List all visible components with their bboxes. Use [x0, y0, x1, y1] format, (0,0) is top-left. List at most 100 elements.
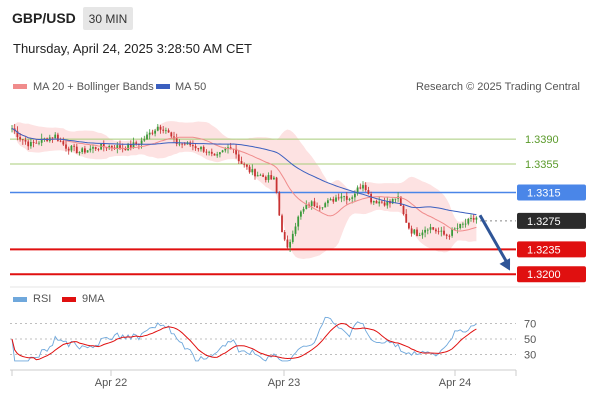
candle [181, 143, 183, 149]
candle [94, 146, 97, 151]
candle [202, 145, 205, 153]
candle [416, 227, 418, 237]
candle [192, 140, 194, 151]
candle [321, 207, 324, 210]
candle [237, 150, 240, 164]
x-tick-label-1: Apr 23 [268, 377, 300, 389]
candle [200, 146, 202, 152]
candle [410, 225, 413, 237]
candle [246, 164, 248, 170]
candle [421, 229, 424, 239]
candle [375, 199, 378, 204]
candle [197, 147, 200, 152]
chart-datetime: Thursday, April 24, 2025 3:28:50 AM CET [13, 41, 252, 56]
candle [84, 145, 86, 155]
candle [332, 196, 335, 204]
candle [162, 125, 165, 134]
level-label-4: 1.3235 [527, 244, 561, 256]
candle [89, 144, 92, 153]
candle [286, 235, 289, 250]
ma20-line [11, 128, 477, 232]
candle [348, 197, 351, 202]
candle [405, 209, 408, 223]
candle [313, 197, 316, 208]
candle [394, 198, 397, 203]
candle [21, 139, 24, 145]
candle [264, 175, 267, 183]
candle [205, 149, 208, 156]
candle [429, 223, 432, 234]
candle [38, 140, 40, 146]
legend-ma20-bb: MA 20 + Bollinger Bands [13, 81, 154, 93]
candle [329, 197, 332, 201]
level-label-box-3 [517, 212, 586, 229]
ma20-swatch [13, 84, 27, 89]
candle [340, 192, 343, 203]
rsi-line [11, 316, 477, 362]
candle [440, 226, 443, 237]
candle [273, 175, 275, 180]
candle [165, 127, 167, 134]
candle [335, 194, 337, 202]
candle [445, 233, 448, 240]
level-label-0: 1.3390 [525, 134, 559, 146]
candle [267, 172, 270, 183]
candle [67, 146, 70, 155]
candle [418, 232, 421, 237]
candle [216, 151, 219, 158]
rsi-plot-area: 70 50 30 [10, 316, 536, 362]
candle [448, 234, 451, 240]
candle [105, 147, 108, 151]
candle [73, 143, 75, 152]
candle [143, 135, 146, 142]
forecast-arrow [478, 214, 511, 271]
candle [151, 129, 154, 136]
candle [254, 168, 256, 180]
candle [62, 137, 65, 147]
candle [170, 131, 173, 139]
candle [132, 137, 135, 149]
candle [386, 197, 389, 209]
candle [391, 198, 394, 205]
candle [362, 181, 364, 192]
candle [297, 215, 300, 231]
rsi-ma-line [11, 322, 477, 361]
candle [402, 204, 405, 216]
candle [129, 140, 132, 151]
candle [372, 200, 375, 206]
candle [240, 156, 243, 165]
candle [167, 128, 170, 133]
candle [27, 139, 30, 150]
candle [413, 229, 416, 235]
candle [221, 149, 224, 153]
candle [359, 183, 362, 190]
candle [472, 214, 475, 223]
level-label-box-2 [517, 184, 586, 201]
candle [208, 150, 210, 156]
candle [443, 226, 445, 236]
candle [100, 143, 102, 151]
candle [251, 164, 254, 176]
candle [456, 223, 459, 234]
candle [291, 230, 294, 244]
candle [243, 162, 246, 168]
candle [256, 171, 259, 177]
candle [337, 193, 340, 201]
candle [235, 143, 237, 159]
candle [437, 227, 440, 235]
candle [270, 170, 273, 180]
legend-ma9-label: 9MA [82, 293, 105, 305]
copyright-text: Research © 2025 Trading Central [416, 81, 580, 93]
candle [210, 148, 213, 157]
candle [470, 214, 472, 222]
main-plot-area: 1.3390 1.3355 1.3315 1.3275 1.3235 1.3200 [10, 121, 586, 283]
candle [102, 140, 105, 152]
timeframe-badge[interactable]: 30 MIN [83, 7, 133, 30]
candle [432, 227, 435, 231]
symbol-title: GBP/USD [12, 10, 76, 26]
candle [148, 129, 151, 140]
level-label-5: 1.3200 [527, 269, 561, 281]
candle [426, 228, 429, 235]
legend-ma20-bb-label: MA 20 + Bollinger Bands [33, 81, 154, 93]
ma50-line [11, 128, 477, 216]
